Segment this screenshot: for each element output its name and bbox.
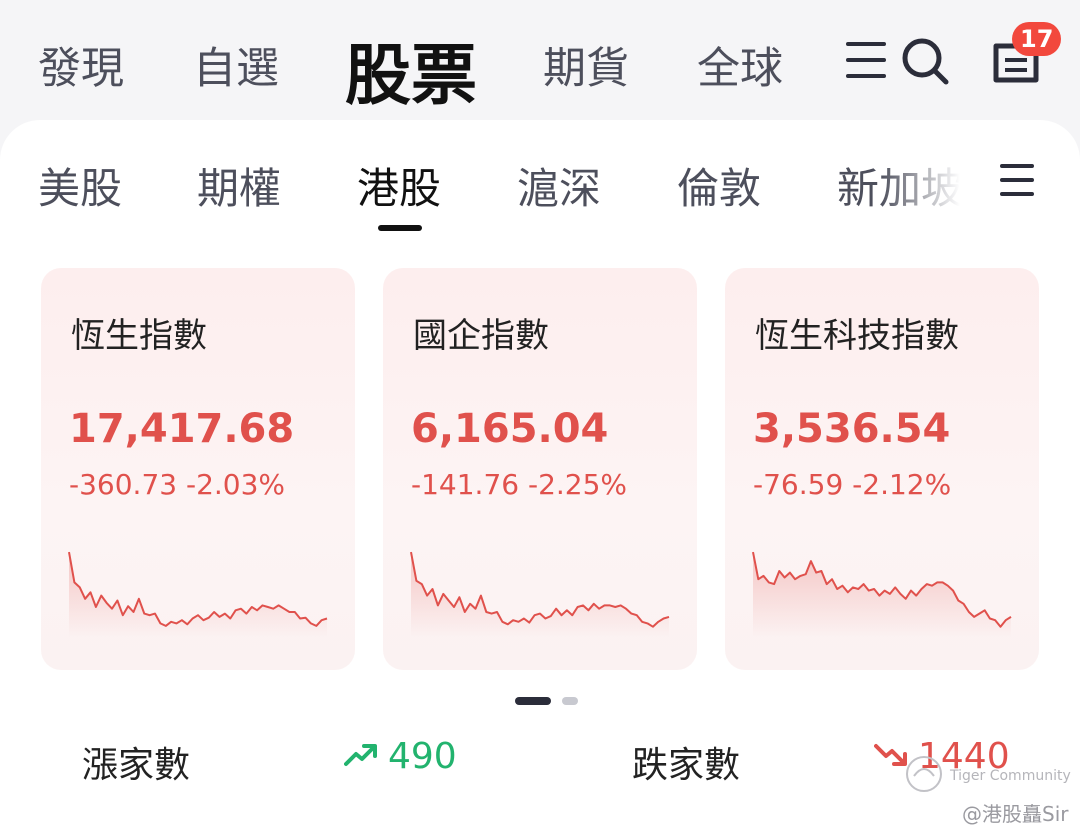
trend-down-icon [874,744,907,766]
tab-us[interactable]: 美股 [38,164,123,213]
tiger-logo-icon [906,756,942,792]
decliners-label: 跌家數 [632,745,741,786]
tab-shanghai-shenzhen[interactable]: 滬深 [517,164,602,213]
index-name: 恆生科技指數 [755,316,959,356]
sparkline-area [69,552,327,638]
sparkline-line [410,551,670,628]
nav-futures[interactable]: 期貨 [543,44,629,94]
menu-icon[interactable] [846,42,886,78]
pager-dot[interactable] [562,697,578,705]
advancers-count: 490 [388,736,457,777]
watermark: Tiger Community @港股矗Sir [904,752,1074,832]
index-sparkline [68,551,328,638]
nav-stocks[interactable]: 股票 [345,37,477,114]
sparkline-line [752,551,1012,628]
watermark-brand: Tiger Community [950,768,1071,784]
nav-watchlist[interactable]: 自選 [193,44,279,94]
notification-badge: 17 [1012,22,1062,56]
index-name: 國企指數 [413,316,549,356]
nav-global[interactable]: 全球 [697,44,783,94]
index-card-hsi[interactable]: 恆生指數 17,417.68 -360.73 -2.03% [41,268,355,670]
index-name: 恆生指數 [71,316,207,356]
index-sparkline [752,551,1012,638]
tab-options[interactable]: 期權 [197,164,282,213]
index-price: 17,417.68 [69,406,295,452]
index-card-hscei[interactable]: 國企指數 6,165.04 -141.76 -2.25% [383,268,697,670]
tab-hk[interactable]: 港股 [357,164,442,213]
index-price: 3,536.54 [753,406,951,452]
active-tab-indicator [378,225,422,231]
tab-fade [880,140,980,220]
tabs-menu-icon[interactable] [1000,164,1034,196]
advancers-label: 漲家數 [82,745,191,786]
search-icon[interactable] [900,36,950,86]
trend-up-icon [344,744,377,766]
decliners-count: 1440 [918,736,1010,777]
index-change: -360.73 -2.03% [69,468,286,501]
index-price: 6,165.04 [411,406,609,452]
index-sparkline [410,551,670,638]
nav-discover[interactable]: 發現 [38,44,124,94]
index-card-hstech[interactable]: 恆生科技指數 3,536.54 -76.59 -2.12% [725,268,1039,670]
index-change: -76.59 -2.12% [753,468,952,501]
tab-london[interactable]: 倫敦 [677,164,762,213]
sparkline-line [68,551,328,627]
sparkline-area [753,552,1011,638]
watermark-author: @港股矗Sir [962,802,1069,826]
sparkline-area [411,552,669,638]
pager-dot-active[interactable] [515,697,551,705]
top-nav: 發現 自選 股票 期貨 全球 17 [0,0,1080,120]
index-change: -141.76 -2.25% [411,468,628,501]
